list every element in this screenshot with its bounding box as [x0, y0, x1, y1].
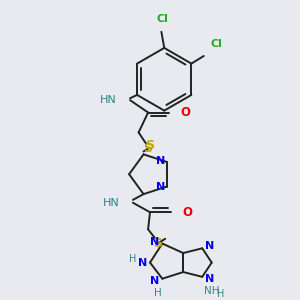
- Text: HN: HN: [103, 198, 120, 208]
- Text: N: N: [156, 182, 165, 193]
- Text: N: N: [205, 274, 214, 284]
- Text: N: N: [205, 242, 214, 251]
- Text: HN: HN: [100, 95, 117, 105]
- Text: NH: NH: [204, 286, 220, 296]
- Text: N: N: [150, 237, 160, 247]
- Text: H: H: [218, 289, 225, 299]
- Text: S: S: [144, 142, 153, 155]
- Text: Cl: Cl: [210, 39, 222, 49]
- Text: O: O: [182, 206, 192, 219]
- Text: Cl: Cl: [156, 14, 168, 24]
- Text: H: H: [154, 288, 161, 298]
- Text: N: N: [138, 258, 147, 268]
- Text: N: N: [150, 276, 160, 286]
- Text: O: O: [180, 106, 190, 119]
- Text: N: N: [156, 156, 165, 166]
- Text: S: S: [153, 237, 162, 250]
- Text: S: S: [146, 139, 154, 152]
- Text: H: H: [129, 254, 137, 264]
